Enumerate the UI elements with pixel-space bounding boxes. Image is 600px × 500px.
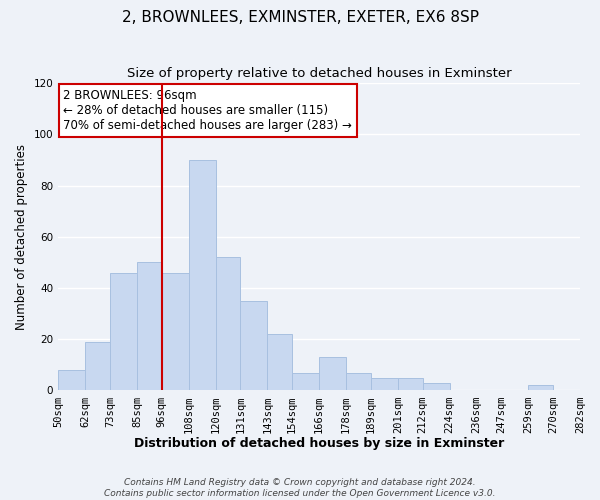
Bar [137,262,161,390]
Bar [292,372,319,390]
Text: 2 BROWNLEES: 96sqm
← 28% of detached houses are smaller (115)
70% of semi-detach: 2 BROWNLEES: 96sqm ← 28% of detached hou… [64,89,352,132]
X-axis label: Distribution of detached houses by size in Exminster: Distribution of detached houses by size … [134,437,504,450]
Bar [215,258,241,390]
Bar [268,334,292,390]
Bar [371,378,398,390]
Bar [58,370,85,390]
Bar [346,372,371,390]
Bar [188,160,215,390]
Text: Contains HM Land Registry data © Crown copyright and database right 2024.
Contai: Contains HM Land Registry data © Crown c… [104,478,496,498]
Title: Size of property relative to detached houses in Exminster: Size of property relative to detached ho… [127,68,511,80]
Text: 2, BROWNLEES, EXMINSTER, EXETER, EX6 8SP: 2, BROWNLEES, EXMINSTER, EXETER, EX6 8SP [121,10,479,25]
Bar [110,272,137,390]
Bar [398,378,422,390]
Bar [161,272,188,390]
Bar [319,357,346,390]
Bar [85,342,110,390]
Bar [422,383,449,390]
Bar [528,386,553,390]
Bar [241,301,268,390]
Y-axis label: Number of detached properties: Number of detached properties [15,144,28,330]
